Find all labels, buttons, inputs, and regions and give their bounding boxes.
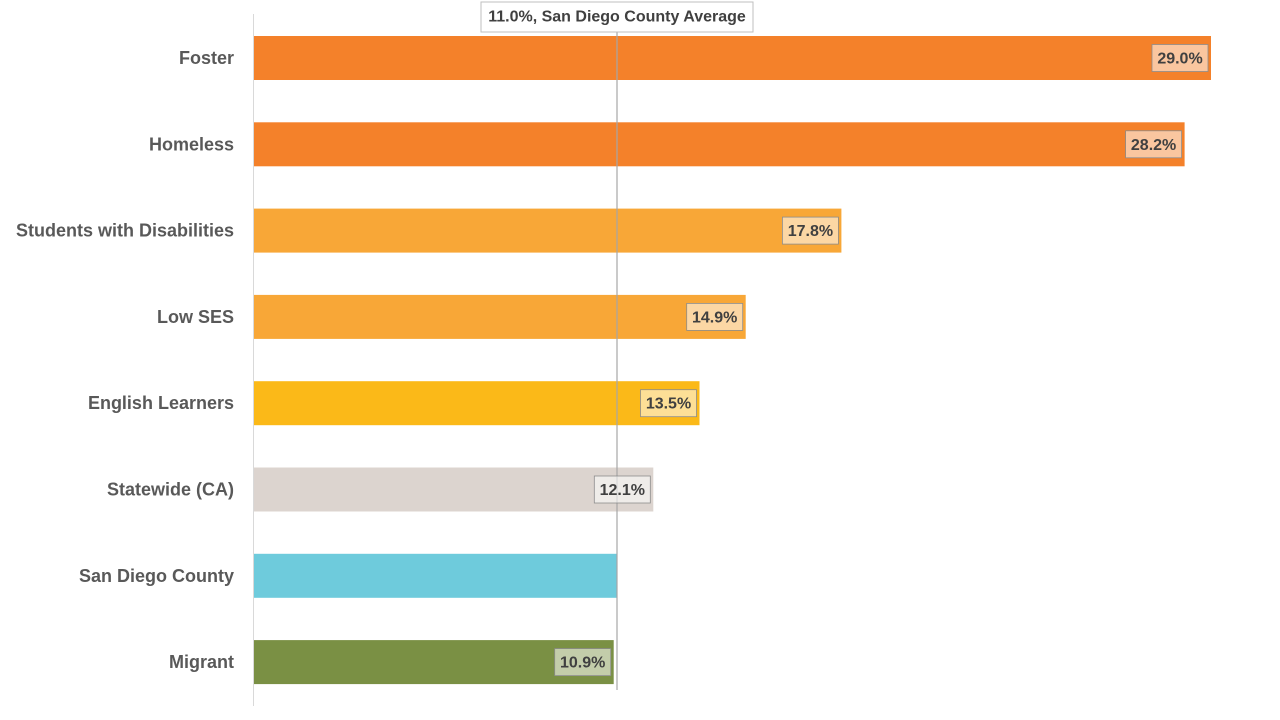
- value-label-homeless: 28.2%: [1125, 130, 1182, 159]
- category-label-statewide-ca: Statewide (CA): [107, 480, 234, 500]
- value-label-text: 14.9%: [692, 309, 737, 326]
- value-label-text: 28.2%: [1131, 137, 1176, 154]
- category-label-foster: Foster: [179, 48, 234, 68]
- category-label-san-diego-county: San Diego County: [79, 566, 234, 586]
- reference-label-frame: [480, 1, 754, 33]
- bar-migrant: [254, 640, 614, 685]
- bar-english-learners: [254, 381, 700, 426]
- value-label-box: [1125, 130, 1182, 159]
- value-label-statewide-ca: 12.1%: [593, 475, 651, 504]
- bar-students-with-disabilities: [254, 208, 842, 253]
- value-label-box: [640, 389, 697, 418]
- reference-label-box: 11.0%, San Diego County Average: [480, 1, 754, 33]
- value-label-text: 17.8%: [788, 223, 833, 240]
- value-label-text: 10.9%: [560, 655, 605, 672]
- value-label-students-with-disabilities: 17.8%: [782, 216, 839, 245]
- value-label-box: [554, 648, 612, 676]
- category-label-migrant: Migrant: [169, 652, 234, 672]
- category-label-students-with-disabilities: Students with Disabilities: [16, 221, 234, 241]
- value-label-english-learners: 13.5%: [640, 389, 697, 418]
- category-labels: Foster Homeless Students with Disabilities…: [16, 48, 234, 672]
- category-label-low-ses: Low SES: [157, 307, 234, 327]
- value-label-box: [1151, 44, 1209, 72]
- bar-foster: [254, 36, 1211, 80]
- bar-san-diego-county: [254, 553, 617, 598]
- value-label-box: [686, 302, 744, 331]
- value-label-low-ses: 14.9%: [686, 302, 744, 331]
- value-label-foster: 29.0%: [1151, 44, 1209, 72]
- bar-statewide-ca: [254, 467, 654, 512]
- value-label-box: [593, 475, 651, 504]
- value-label-migrant: 10.9%: [554, 648, 612, 676]
- bars-layer: [254, 36, 1211, 685]
- value-label-text: 29.0%: [1157, 51, 1202, 68]
- bar-homeless: [254, 122, 1185, 167]
- reference-label: 11.0%, San Diego County Average: [488, 9, 746, 26]
- value-label-text: 12.1%: [600, 482, 645, 499]
- value-label-box: [782, 216, 839, 245]
- value-label-text: 13.5%: [646, 396, 691, 413]
- value-labels: 29.0% 28.2% 17.8% 14.9% 13.5% 12.1% 10.9%: [554, 44, 1209, 676]
- bar-low-ses: [254, 294, 746, 339]
- category-label-english-learners: English Learners: [88, 393, 234, 413]
- category-label-homeless: Homeless: [149, 134, 234, 154]
